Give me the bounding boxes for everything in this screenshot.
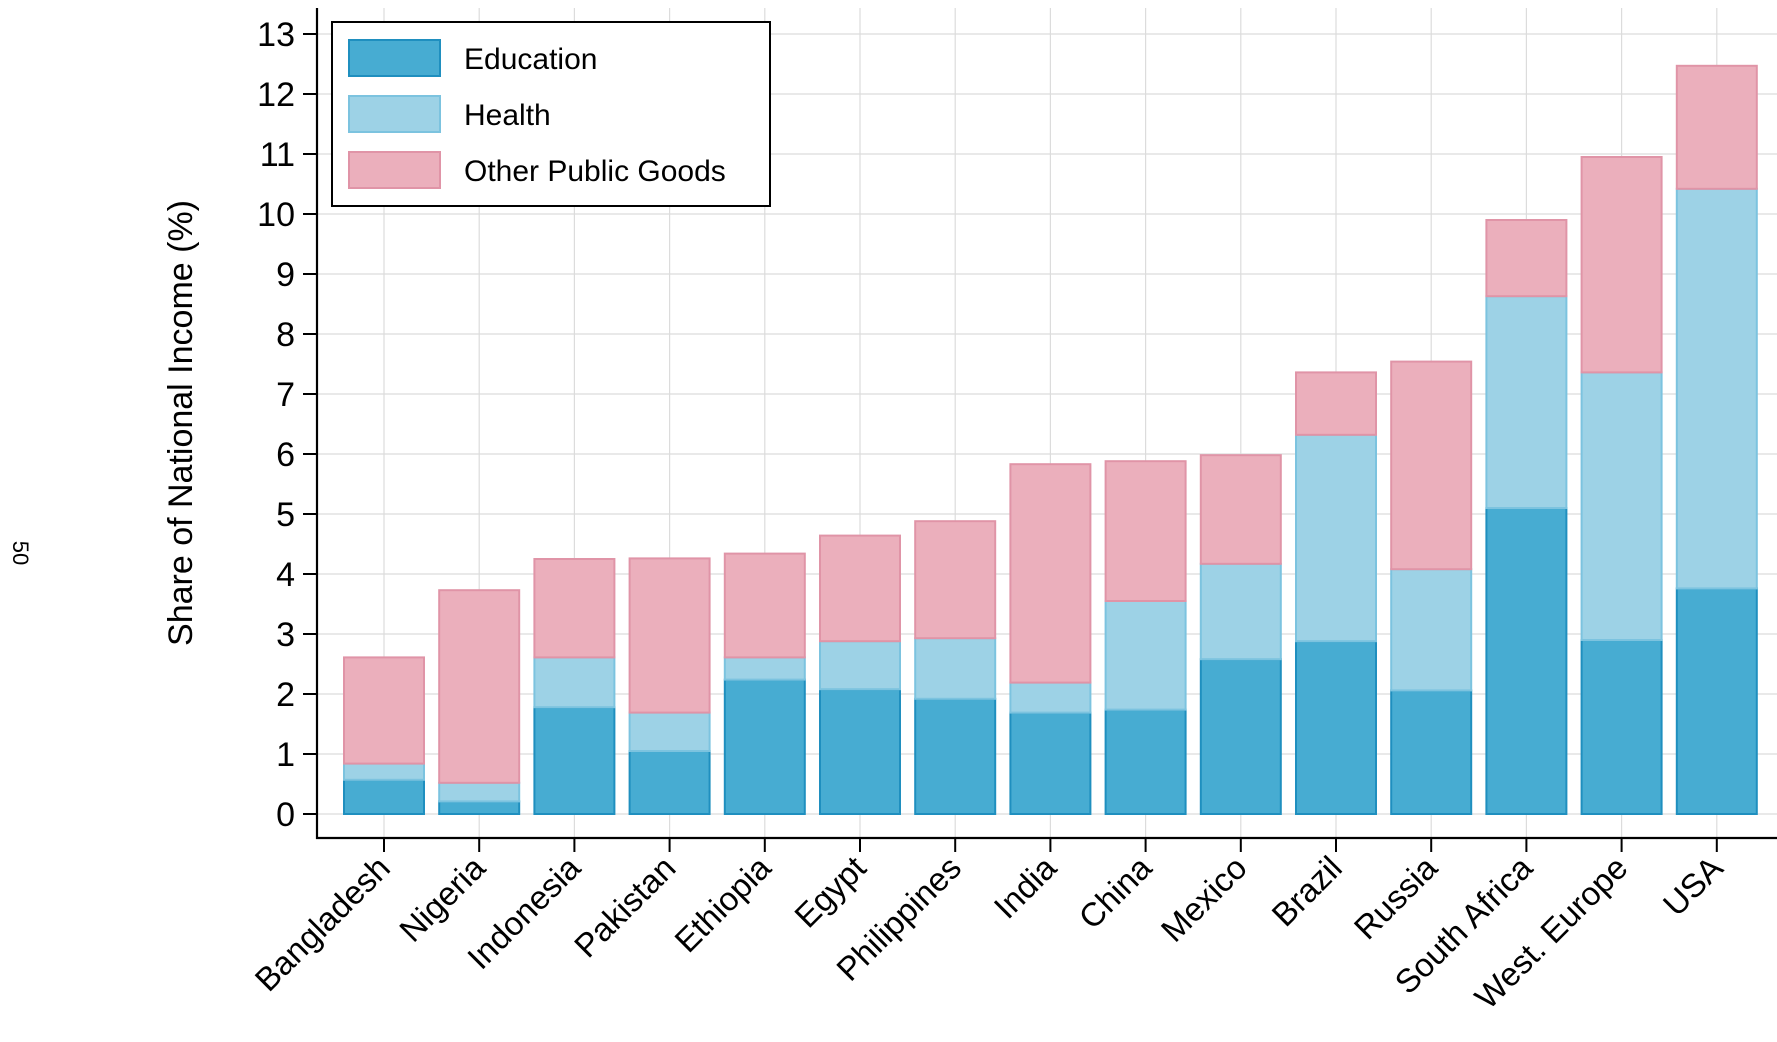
bar-other-public-goods — [1199, 454, 1282, 565]
bar-education — [1104, 708, 1187, 815]
bar-health — [1104, 600, 1187, 711]
y-tick-label: 9 — [276, 256, 295, 294]
bar-health — [1295, 433, 1377, 643]
bar-health — [1580, 371, 1663, 641]
bar-education — [628, 750, 711, 815]
bar-other-public-goods — [628, 557, 711, 714]
legend-swatch — [348, 151, 441, 189]
bar-health — [1675, 187, 1758, 590]
bar-health — [628, 711, 711, 752]
bar-other-public-goods — [914, 520, 997, 640]
y-tick-label: 6 — [276, 436, 295, 474]
bar-education — [343, 778, 425, 815]
bar-other-public-goods — [1485, 219, 1568, 298]
bar-other-public-goods — [723, 552, 806, 659]
y-tick-label: 2 — [276, 676, 295, 714]
y-tick-label: 1 — [276, 736, 295, 774]
y-tick-label: 8 — [276, 316, 295, 354]
bar-education — [914, 697, 997, 815]
bar-other-public-goods — [1104, 460, 1187, 603]
legend: Education Health Other Public Goods — [331, 21, 771, 207]
bar-education — [1009, 711, 1092, 815]
bar-other-public-goods — [1295, 371, 1377, 436]
y-tick-label: 13 — [257, 16, 295, 54]
bar-education — [1580, 639, 1663, 815]
bar-health — [533, 656, 616, 709]
bar-education — [723, 678, 806, 815]
x-tick-label: India — [987, 848, 1064, 925]
bar-other-public-goods — [438, 589, 521, 784]
y-tick-label: 11 — [260, 136, 295, 174]
bar-health — [1009, 681, 1092, 714]
x-tick-label: Egypt — [787, 849, 873, 935]
bar-other-public-goods — [1390, 360, 1473, 571]
bar-health — [1390, 568, 1473, 692]
legend-label: Other Public Goods — [464, 155, 726, 188]
bar-health — [819, 640, 901, 691]
bar-education — [1485, 507, 1568, 815]
y-tick-label: 7 — [276, 376, 295, 414]
x-tick-label: China — [1071, 848, 1159, 936]
bars — [343, 64, 1758, 816]
y-tick-label: 12 — [257, 76, 295, 114]
y-tick-label: 10 — [257, 196, 295, 234]
y-tick-label: 5 — [276, 496, 295, 534]
legend-label: Health — [464, 99, 551, 132]
bar-education — [438, 800, 521, 816]
x-tick-label: Brazil — [1264, 849, 1349, 934]
legend-swatch — [348, 39, 441, 77]
legend-label: Education — [464, 43, 597, 76]
x-tick-label: Mexico — [1154, 849, 1254, 949]
legend-swatch — [348, 95, 441, 133]
bar-health — [343, 762, 425, 781]
bar-education — [533, 706, 616, 816]
bar-other-public-goods — [819, 534, 901, 643]
bar-other-public-goods — [533, 558, 616, 659]
bar-education — [1675, 587, 1758, 816]
bar-other-public-goods — [1009, 463, 1092, 684]
bar-education — [1390, 689, 1473, 816]
x-tick-label: Bangladesh — [248, 849, 397, 998]
bar-education — [1295, 640, 1377, 816]
bar-other-public-goods — [343, 656, 425, 765]
x-tick-label: Ethiopia — [667, 848, 778, 959]
bar-health — [914, 637, 997, 700]
bar-other-public-goods — [1580, 156, 1663, 374]
y-tick-label: 4 — [276, 556, 295, 594]
bar-health — [1485, 295, 1568, 510]
bar-education — [1199, 658, 1282, 816]
y-tick-label: 3 — [276, 616, 295, 654]
bar-education — [819, 688, 901, 816]
y-tick-label: 0 — [276, 796, 295, 834]
x-tick-label: Pakistan — [567, 849, 683, 965]
bar-other-public-goods — [1675, 64, 1758, 190]
y-axis-title: Share of National Income (%) — [162, 200, 200, 646]
bar-health — [438, 781, 521, 803]
bar-health — [723, 656, 806, 681]
x-tick-label: USA — [1656, 849, 1730, 923]
bar-health — [1199, 562, 1282, 661]
